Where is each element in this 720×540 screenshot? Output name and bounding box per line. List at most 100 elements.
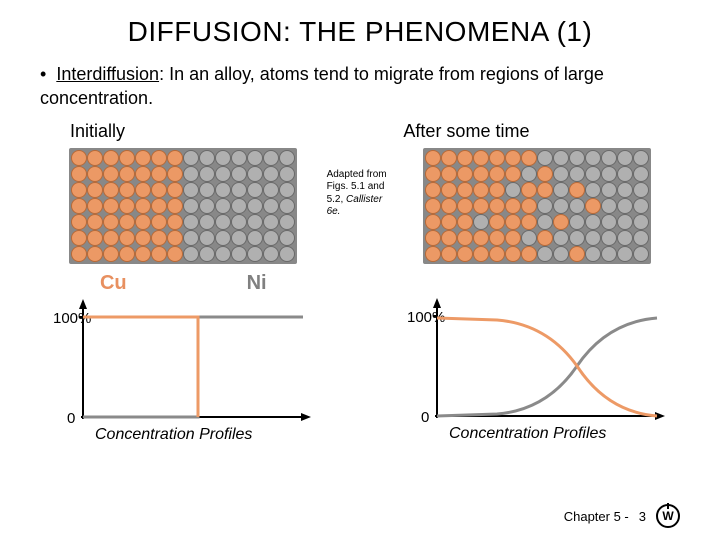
atom-ni [633, 198, 649, 214]
atom-ni [601, 214, 617, 230]
diagram-row: Initially Cu Ni 100%0Concentration Profi… [0, 111, 720, 452]
atom-cu [489, 246, 505, 262]
atom-cu [457, 166, 473, 182]
atom-cu [473, 166, 489, 182]
atom-cu [87, 166, 103, 182]
atom-ni [633, 182, 649, 198]
atom-cu [71, 214, 87, 230]
atom-cu [489, 182, 505, 198]
atom-cu [87, 214, 103, 230]
atom-cu [103, 182, 119, 198]
atom-ni [199, 198, 215, 214]
atom-ni [279, 230, 295, 246]
atom-ni [553, 230, 569, 246]
atom-ni [569, 166, 585, 182]
atom-ni [569, 198, 585, 214]
atom-ni [279, 246, 295, 262]
atom-cu [135, 230, 151, 246]
atom-ni [215, 166, 231, 182]
atom-cu [87, 246, 103, 262]
atom-cu [103, 198, 119, 214]
atom-ni [537, 246, 553, 262]
atom-ni [215, 246, 231, 262]
atom-ni [617, 182, 633, 198]
atom-ni [247, 230, 263, 246]
atom-cu [425, 150, 441, 166]
footer-chapter: Chapter 5 - [564, 509, 629, 524]
atom-cu [473, 246, 489, 262]
atom-ni [569, 150, 585, 166]
atom-cu [473, 182, 489, 198]
atom-ni [215, 150, 231, 166]
plot-after: 100%0Concentration Profiles [407, 296, 667, 451]
atom-cu [457, 214, 473, 230]
atom-ni [601, 246, 617, 262]
atom-ni [263, 182, 279, 198]
atom-cu [489, 198, 505, 214]
atom-ni [585, 166, 601, 182]
atom-cu [135, 182, 151, 198]
atom-ni [199, 230, 215, 246]
atom-cu [167, 150, 183, 166]
atom-cu [489, 214, 505, 230]
atom-cu [457, 198, 473, 214]
atom-cu [505, 230, 521, 246]
atom-grid-initial [69, 148, 297, 264]
atom-cu [441, 230, 457, 246]
atom-ni [247, 198, 263, 214]
atom-ni [231, 182, 247, 198]
atom-ni [633, 214, 649, 230]
atom-ni [183, 230, 199, 246]
atom-grid-after [423, 148, 651, 264]
atom-cu [521, 198, 537, 214]
atom-ni [553, 182, 569, 198]
atom-cu [505, 214, 521, 230]
atom-ni [199, 150, 215, 166]
atom-ni [585, 182, 601, 198]
atom-cu [119, 214, 135, 230]
svg-text:Concentration Profiles: Concentration Profiles [95, 426, 252, 443]
atom-ni [183, 246, 199, 262]
atom-cu [135, 166, 151, 182]
atom-ni [601, 150, 617, 166]
atom-ni [183, 214, 199, 230]
atom-cu [425, 182, 441, 198]
atom-cu [103, 166, 119, 182]
atom-cu [505, 150, 521, 166]
atom-cu [569, 246, 585, 262]
atom-ni [215, 214, 231, 230]
atom-cu [135, 150, 151, 166]
subtitle: • Interdiffusion: In an alloy, atoms ten… [0, 48, 720, 111]
atom-cu [135, 214, 151, 230]
atom-cu [119, 150, 135, 166]
atom-ni [633, 246, 649, 262]
atom-cu [441, 198, 457, 214]
svg-text:0: 0 [421, 409, 429, 426]
atom-ni [633, 166, 649, 182]
atom-ni [263, 166, 279, 182]
atom-cu [425, 166, 441, 182]
atom-ni [263, 230, 279, 246]
atom-ni [553, 150, 569, 166]
atom-cu [119, 166, 135, 182]
atom-cu [537, 182, 553, 198]
atom-ni [279, 198, 295, 214]
atom-cu [489, 230, 505, 246]
atom-ni [553, 198, 569, 214]
atom-ni [231, 246, 247, 262]
page-title: DIFFUSION: THE PHENOMENA (1) [0, 0, 720, 48]
atom-cu [441, 246, 457, 262]
atom-cu [71, 246, 87, 262]
atom-ni [263, 214, 279, 230]
atom-ni [521, 230, 537, 246]
atom-cu [71, 182, 87, 198]
atom-cu [521, 150, 537, 166]
atom-ni [199, 166, 215, 182]
atom-ni [263, 198, 279, 214]
atom-ni [231, 150, 247, 166]
atom-ni [585, 150, 601, 166]
atom-cu [553, 214, 569, 230]
panel-initial-label: Initially [40, 121, 125, 142]
atom-ni [617, 246, 633, 262]
atom-cu [521, 182, 537, 198]
